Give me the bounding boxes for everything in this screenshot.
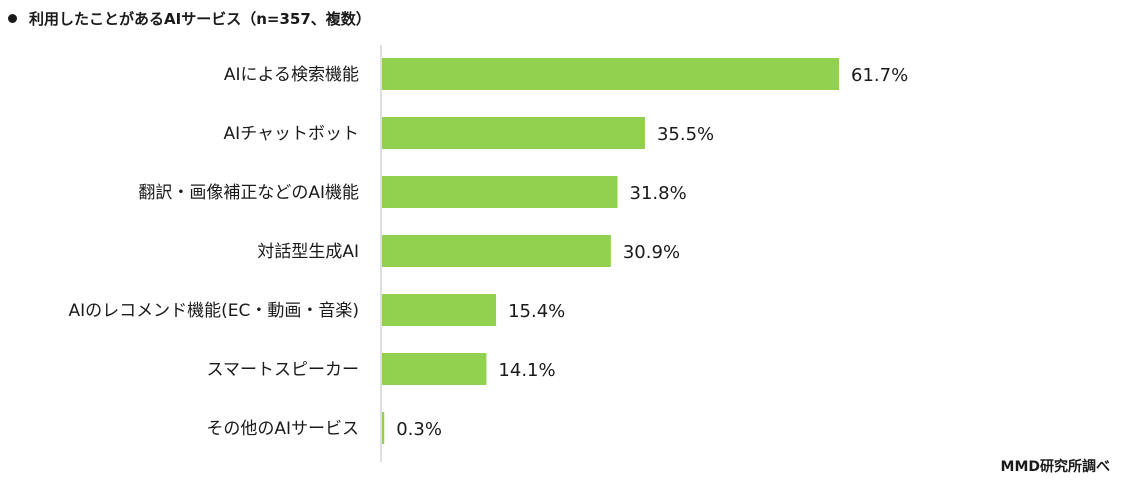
value-label: 14.1% [498, 360, 555, 381]
bar [382, 412, 385, 444]
value-label: 61.7% [851, 65, 908, 86]
value-label: 31.8% [630, 183, 687, 204]
category-label: 翻訳・画像補正などのAI機能 [138, 183, 359, 203]
chart-title: 利用したことがあるAIサービス（n=357、複数） [8, 8, 371, 29]
value-label: 30.9% [623, 242, 680, 263]
bar [382, 235, 611, 267]
value-label: 35.5% [657, 124, 714, 145]
value-label: 15.4% [508, 301, 565, 322]
bar [382, 294, 497, 326]
chart-title-text: 利用したことがあるAIサービス（n=357、複数） [29, 10, 371, 28]
category-label: その他のAIサービス [206, 419, 359, 439]
category-label: スマートスピーカー [207, 360, 360, 380]
bar [382, 176, 618, 208]
bar [382, 353, 487, 385]
bar [382, 58, 839, 90]
source-note: MMD研究所調べ [1000, 459, 1110, 475]
bullet-icon [8, 14, 17, 23]
category-label: AIチャットボット [224, 124, 359, 144]
category-label: 対話型生成AI [257, 242, 359, 262]
category-label: AIによる検索機能 [224, 65, 359, 85]
bar [382, 117, 645, 149]
value-label: 0.3% [396, 419, 442, 440]
category-label: AIのレコメンド機能(EC・動画・音楽) [68, 301, 359, 321]
